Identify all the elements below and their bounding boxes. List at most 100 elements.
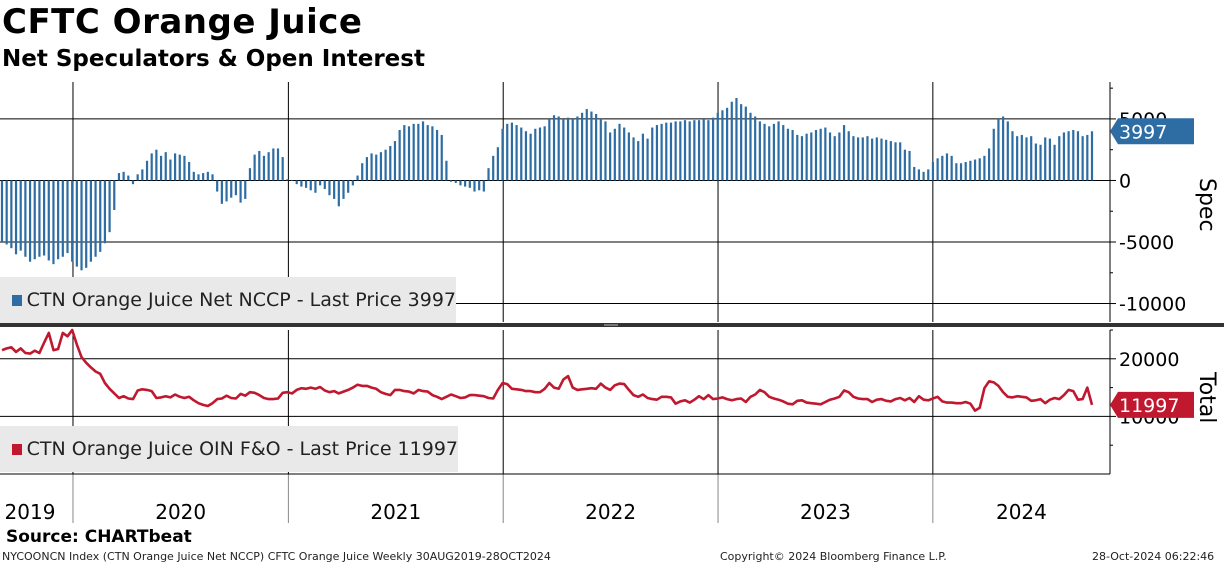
spec-bar [618,123,621,181]
spec-bar [908,150,911,181]
spec-bar [253,154,256,181]
spec-bar [178,154,181,181]
spec-bar [754,116,757,181]
spec-bar [875,137,878,181]
spec-bar [674,121,677,181]
spec-bar [328,180,331,196]
spec-bar [641,133,645,181]
spec-bar [272,148,275,181]
spec-bar [805,133,808,181]
spec-bar [197,174,200,181]
spec-bar [632,137,635,181]
spec-bar [398,130,401,181]
spec-bar [959,163,963,181]
spec-bar [225,180,228,202]
spec-bar [871,138,874,181]
spec-bar [496,147,499,181]
spec-bar [1081,136,1084,181]
spec-bar [57,180,60,260]
spec-bar [842,125,846,181]
spec-bar [1058,136,1061,181]
spec-bar [379,152,383,181]
spec-bar [103,180,107,244]
spec-bar [651,127,654,181]
spec-bar [117,173,121,181]
spec-bar [828,132,832,181]
spec-bar [71,180,74,262]
spec-bar [431,126,434,181]
spec-bar [524,131,528,181]
spec-last-value-tag-shape [1110,118,1194,145]
spec-bar [258,150,261,181]
spec-bar [131,180,135,185]
spec-bar [861,137,864,181]
spec-bar [576,116,579,181]
year-label-2019: 2019 [5,500,56,524]
spec-bar [384,149,387,181]
spec-bar [894,142,897,181]
spec-bar [47,180,50,261]
spec-bar [1072,130,1075,181]
spec-bar [931,162,935,181]
spec-bar [393,141,397,181]
spec-bar [721,110,724,181]
spec-bar [454,180,457,183]
oi-last-value-tag: 11997 [1110,391,1194,418]
spec-bar [24,180,27,257]
spec-bar [375,154,378,181]
spec-bar [730,101,733,181]
footer-timestamp: 28-Oct-2024 06:22:46 [1092,550,1215,563]
spec-bar [997,118,1000,181]
legend-oi-swatch [12,443,22,455]
spec-bar [810,132,813,181]
spec-bar [679,121,682,181]
spec-bar [5,180,8,245]
spec-bar [665,122,668,181]
spec-bar [646,138,649,181]
spec-bar [492,155,495,181]
spec-bar [230,180,233,198]
spec-last-value-tag: 3997 [1110,118,1194,145]
spec-bar [300,180,303,187]
spec-bar [510,122,514,181]
spec-bar [1090,131,1094,181]
spec-bar [566,117,570,181]
spec-bar [969,160,972,181]
spec-bar [772,123,775,181]
spec-bar [936,158,939,181]
spec-bar [744,106,747,181]
spec-bar [1048,138,1051,181]
spec-bar [726,107,729,181]
spec-bar [342,180,345,199]
spec-bar [758,121,761,181]
spec-bar [347,180,350,193]
spec-bar [216,180,219,192]
spec-bar [852,136,855,181]
spec-bar [89,180,92,262]
spec-bar [459,180,462,186]
spec-bar [702,118,705,181]
year-label-2020: 2020 [155,500,206,524]
spec-bar [43,180,46,256]
footer-copyright: Copyright© 2024 Bloomberg Finance L.P. [720,550,947,563]
spec-bar [473,180,476,192]
spec-bar [637,141,640,181]
spec-bar [464,180,467,187]
spec-bar [75,180,78,267]
spec-bar [173,153,177,181]
spec-bar [319,180,322,186]
legend-spec-swatch [12,294,22,306]
spec-bar [711,117,715,181]
spec-bar [290,180,294,181]
spec-bar [150,153,153,181]
spec-bar [169,159,172,181]
spec-bar [192,171,195,181]
spec-bar [627,132,630,181]
spec-bar [655,125,659,181]
year-label-2021: 2021 [370,500,421,524]
oi-axis-title: Total [1194,371,1219,423]
spec-bar [323,180,326,190]
spec-bar [211,174,214,181]
spec-bars [0,98,1094,271]
